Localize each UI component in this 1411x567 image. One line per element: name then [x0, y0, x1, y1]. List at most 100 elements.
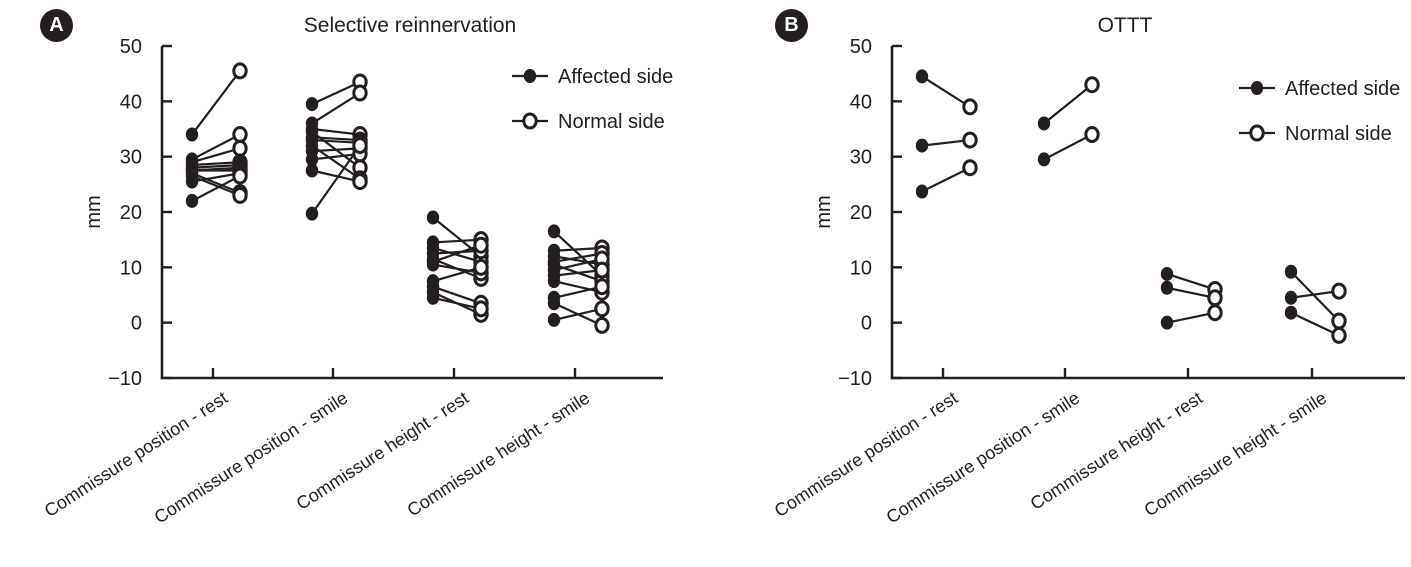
pair-connector-line [553, 269, 603, 277]
legend-label: Normal side [558, 111, 665, 133]
affected-side-point [1284, 290, 1298, 305]
normal-side-point [232, 62, 248, 80]
pair-connector-line [432, 266, 482, 283]
affected-side-point [547, 296, 561, 311]
pair-connector-line [921, 166, 971, 193]
affected-side-point [185, 193, 199, 208]
y-tick-label: 50 [120, 36, 142, 58]
pair-connector-line [191, 133, 241, 161]
normal-side-point [473, 236, 489, 254]
pair-connector-line [553, 257, 603, 272]
legend-filled-circle-icon [523, 69, 537, 83]
normal-side-point [962, 159, 978, 177]
normal-side-point [1207, 304, 1223, 322]
pair-connector-line [553, 280, 603, 294]
affected-side-point [426, 257, 440, 272]
y-tick-label: 30 [850, 147, 872, 169]
pair-connector-line [553, 255, 603, 266]
normal-side-point [962, 131, 978, 149]
normal-side-point [594, 278, 610, 296]
normal-side-point [352, 84, 368, 102]
pair-connector-line [1166, 272, 1216, 291]
normal-side-point [1331, 282, 1347, 300]
affected-side-point [915, 184, 929, 199]
y-tick-label: −10 [838, 368, 872, 390]
normal-side-point [1331, 326, 1347, 344]
affected-side-point [1037, 152, 1051, 167]
y-axis-label: mm [83, 195, 105, 228]
pair-connector-line [432, 263, 482, 274]
y-tick-label: 30 [120, 147, 142, 169]
affected-side-point [1160, 280, 1174, 295]
normal-side-point [1331, 312, 1347, 330]
category-label: Commissure position - rest [41, 388, 231, 521]
affected-side-point [305, 97, 319, 112]
pair-connector-line [191, 172, 241, 194]
y-tick-label: 10 [850, 257, 872, 279]
affected-side-point [547, 224, 561, 239]
pair-connector-line [311, 127, 361, 136]
pair-connector-line [311, 92, 361, 125]
normal-side-point [594, 316, 610, 334]
pair-connector-line [191, 175, 241, 202]
pair-connector-line [1290, 270, 1340, 322]
pair-connector-line [553, 246, 603, 252]
pair-connector-line [191, 161, 241, 167]
affected-side-point [426, 290, 440, 305]
pair-connector-line [921, 75, 971, 108]
affected-side-point [305, 206, 319, 221]
affected-side-point [305, 152, 319, 167]
legend-label: Normal side [1285, 123, 1392, 145]
pair-connector-line [432, 285, 482, 305]
pair-connector-line [432, 238, 482, 244]
pair-connector-line [432, 244, 482, 263]
affected-side-point [185, 174, 199, 189]
legend-filled-circle-icon [1250, 81, 1264, 95]
affected-side-point [915, 138, 929, 153]
normal-side-point [594, 300, 610, 318]
normal-side-point [352, 173, 368, 191]
pair-connector-line [432, 296, 482, 310]
pair-connector-line [191, 172, 241, 183]
category-label: Commissure position - smile [883, 388, 1083, 528]
pair-connector-line [1290, 290, 1340, 299]
panel-title: OTTT [1098, 14, 1153, 37]
normal-side-point [473, 258, 489, 276]
normal-side-point [232, 167, 248, 185]
normal-side-point [232, 126, 248, 144]
affected-side-point [185, 127, 199, 142]
pair-connector-line [432, 246, 482, 263]
y-axis-label: mm [813, 195, 835, 228]
pair-connector-line [432, 249, 482, 255]
affected-side-point [1037, 116, 1051, 131]
normal-side-point [473, 300, 489, 318]
pair-connector-line [311, 144, 361, 215]
affected-side-point [547, 274, 561, 289]
y-tick-label: 40 [120, 91, 142, 113]
pair-connector-line [311, 80, 361, 106]
legend-open-circle-icon [522, 112, 538, 130]
affected-side-point [547, 312, 561, 327]
y-tick-label: 10 [120, 257, 142, 279]
pair-connector-line [1166, 311, 1216, 324]
affected-side-point [1284, 305, 1298, 320]
pair-connector-line [1166, 286, 1216, 299]
panel-a-chart: Selective reinnervation 50 40 30 20 10 0 −10 mm C… [41, 14, 674, 528]
pair-connector-line [1043, 83, 1093, 125]
affected-side-point [305, 163, 319, 178]
pair-connector-line [1043, 133, 1093, 161]
pair-connector-line [311, 138, 361, 144]
category-label: Commissure position - smile [151, 388, 351, 528]
pair-connector-line [311, 136, 361, 142]
normal-side-point [594, 261, 610, 279]
pair-connector-line [921, 138, 971, 147]
normal-side-point [232, 139, 248, 157]
pair-connector-line [553, 230, 603, 277]
y-tick-label: −10 [108, 368, 142, 390]
y-tick-label: 20 [120, 202, 142, 224]
normal-side-point [1207, 289, 1223, 307]
pair-connector-line [311, 169, 361, 183]
pair-connector-line [311, 147, 361, 153]
panel-title: Selective reinnervation [304, 14, 516, 37]
panel-b-chart: OTTT 50 40 30 20 10 0 −10 mm Commissure position … [771, 14, 1405, 528]
